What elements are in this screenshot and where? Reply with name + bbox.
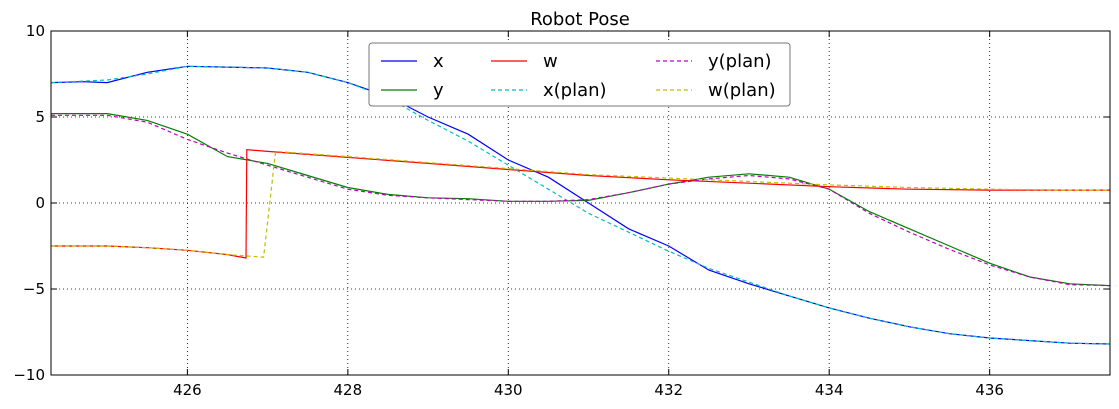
y-tick-label: 5	[35, 108, 45, 126]
legend-label: w	[543, 51, 558, 72]
legend-label: x	[433, 51, 444, 72]
y-tick-label: 0	[35, 194, 45, 212]
legend-label: y(plan)	[708, 51, 772, 72]
x-tick-label: 434	[815, 381, 844, 399]
x-tick-label: 430	[494, 381, 523, 399]
y-tick-label: −10	[13, 366, 45, 384]
series-line-y	[51, 112, 1110, 287]
series-line-x-plan	[51, 65, 1110, 345]
x-tick-label: 432	[654, 381, 683, 399]
y-tick-label: −5	[23, 280, 45, 298]
series-line-x	[51, 65, 1110, 345]
ticks: 426 428 430 432 434 436 −10 −5 0 5 10	[13, 22, 1110, 399]
series-line-w-plan	[51, 150, 1110, 258]
x-tick-label: 436	[975, 381, 1004, 399]
legend-label: y	[433, 80, 444, 101]
y-tick-label: 10	[26, 22, 45, 40]
series-layer	[51, 65, 1110, 345]
grid	[51, 31, 1110, 375]
x-tick-label: 426	[173, 381, 202, 399]
chart-title: Robot Pose	[530, 9, 630, 30]
series-line-y-plan	[51, 114, 1110, 287]
legend-label: x(plan)	[543, 80, 607, 101]
legend-label: w(plan)	[708, 80, 776, 101]
x-tick-label: 428	[334, 381, 363, 399]
legend: xy w x(plan) y(plan) w(plan)	[368, 42, 791, 107]
series-line-w	[51, 149, 1110, 259]
